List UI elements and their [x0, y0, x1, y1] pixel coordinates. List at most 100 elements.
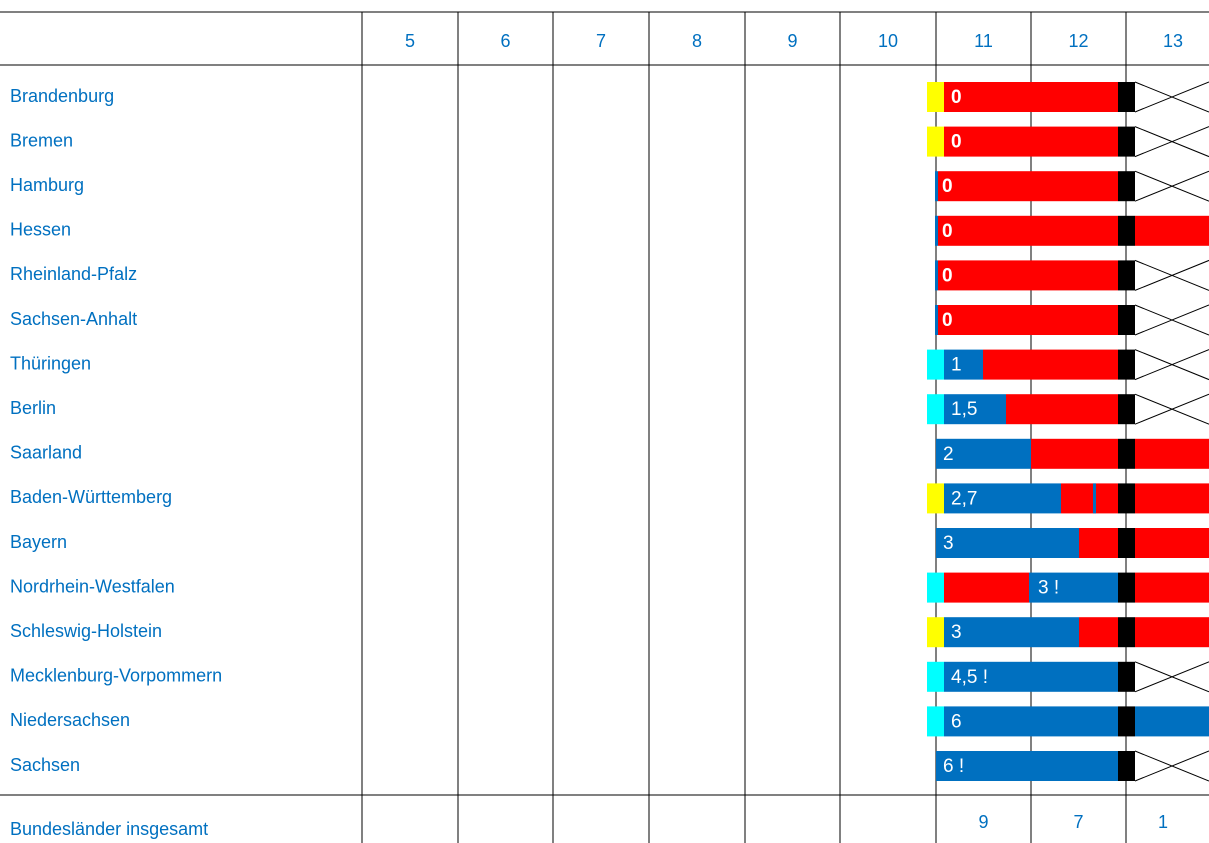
bar-segment — [935, 260, 938, 291]
bar-label: 3 — [943, 533, 954, 554]
bar-segment — [938, 171, 1118, 202]
bar-segment — [1031, 438, 1118, 469]
bar-segment — [936, 438, 1031, 469]
marker — [927, 617, 944, 648]
bar-label: 0 — [942, 176, 953, 197]
row-name: Niedersachsen — [10, 710, 130, 730]
bar-segment — [936, 751, 1118, 781]
cross — [1134, 661, 1209, 693]
bar-segment — [944, 617, 1079, 648]
row-name: Bremen — [10, 130, 73, 150]
bar-label: 0 — [942, 265, 953, 286]
bar-end — [1135, 706, 1209, 737]
black-block — [1118, 572, 1135, 603]
marker — [927, 394, 944, 425]
black-block — [1118, 394, 1135, 425]
row-name: Nordrhein-Westfalen — [10, 576, 175, 596]
bar-label: 2 — [943, 444, 954, 465]
bar-label: 3 — [951, 622, 962, 643]
bar-segment — [1029, 572, 1118, 603]
black-block — [1118, 349, 1135, 380]
black-block — [1118, 82, 1135, 112]
cross — [1134, 81, 1209, 113]
bar-segment — [938, 215, 1118, 246]
bar-segment — [944, 349, 983, 380]
cross — [1134, 750, 1209, 782]
column-header: 10 — [878, 31, 898, 51]
bar-segment — [936, 528, 1079, 558]
row-name: Schleswig-Holstein — [10, 621, 162, 641]
bar-label: 6 ! — [943, 756, 964, 777]
bar-label: 1,5 — [951, 399, 977, 420]
row-name: Rheinland-Pfalz — [10, 264, 137, 284]
cross — [1134, 393, 1209, 425]
bar-label: 2,7 — [951, 488, 977, 509]
black-block — [1118, 661, 1135, 692]
black-block — [1118, 483, 1135, 514]
bar-label: 0 — [942, 221, 953, 242]
cross — [1134, 304, 1209, 336]
marker — [927, 82, 944, 112]
black-block — [1118, 260, 1135, 291]
marker — [927, 706, 944, 737]
bar-segment — [938, 305, 1118, 335]
row-name: Mecklenburg-Vorpommern — [10, 666, 222, 686]
marker — [927, 661, 944, 692]
bar-label: 3 ! — [1038, 578, 1059, 599]
bar-segment — [935, 215, 938, 246]
bar-segment — [935, 305, 938, 335]
bar-end — [1135, 617, 1209, 648]
total-value: 1 — [1158, 812, 1168, 832]
row-name: Hessen — [10, 220, 71, 240]
totals-label: Bundesländer insgesamt — [10, 819, 208, 839]
bar-label: 0 — [951, 87, 962, 108]
black-block — [1118, 706, 1135, 737]
bar-label: 4,5 ! — [951, 667, 988, 688]
bar-segment — [944, 661, 1118, 692]
row-name: Bayern — [10, 532, 67, 552]
row-name: Sachsen — [10, 755, 80, 775]
bar-segment — [1079, 528, 1118, 558]
bar-end — [1135, 528, 1209, 558]
cross — [1134, 259, 1209, 291]
black-block — [1118, 126, 1135, 157]
row-name: Saarland — [10, 443, 82, 463]
bar-segment — [944, 706, 1118, 737]
cross — [1134, 126, 1209, 158]
column-header: 6 — [500, 31, 510, 51]
bar-end — [1135, 438, 1209, 469]
bar-end — [1135, 483, 1209, 514]
black-block — [1118, 528, 1135, 558]
row-name: Berlin — [10, 398, 56, 418]
bar-segment — [944, 126, 1118, 157]
total-value: 9 — [978, 812, 988, 832]
column-header: 13 — [1163, 31, 1183, 51]
bar-label: 1 — [951, 355, 962, 376]
bar-label: 6 — [951, 711, 962, 732]
bar-segment — [944, 483, 1061, 514]
total-value: 7 — [1073, 812, 1083, 832]
cross — [1134, 349, 1209, 381]
black-block — [1118, 305, 1135, 335]
marker — [927, 572, 944, 603]
column-header: 12 — [1068, 31, 1088, 51]
black-block — [1118, 617, 1135, 648]
marker — [927, 483, 944, 514]
bar-segment — [944, 82, 1118, 112]
bar-segment — [1093, 483, 1096, 514]
marker — [927, 349, 944, 380]
column-header: 8 — [692, 31, 702, 51]
column-header: 11 — [974, 31, 993, 51]
row-name: Brandenburg — [10, 86, 114, 106]
cross — [1134, 170, 1209, 202]
row-name: Sachsen-Anhalt — [10, 309, 137, 329]
marker — [927, 126, 944, 157]
black-block — [1118, 438, 1135, 469]
row-name: Thüringen — [10, 353, 91, 373]
black-block — [1118, 171, 1135, 202]
bar-end — [1135, 572, 1209, 603]
bar-segment — [938, 260, 1118, 291]
column-header: 5 — [405, 31, 415, 51]
